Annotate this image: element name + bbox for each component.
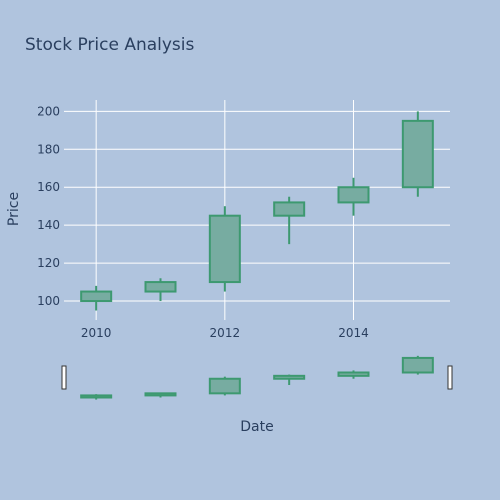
candle-body xyxy=(273,201,306,217)
candle-2010 xyxy=(80,285,113,311)
slider-candle-body xyxy=(144,392,177,397)
range-slider-right-handle[interactable] xyxy=(447,365,453,390)
candle-2011 xyxy=(144,278,177,302)
x-axis-title: Date xyxy=(240,419,273,435)
y-tick-label: 200 xyxy=(37,104,60,118)
y-tick-label: 180 xyxy=(37,142,60,156)
x-tick-label: 2014 xyxy=(338,326,369,340)
slider-candle-2010 xyxy=(80,394,113,400)
slider-candle-body xyxy=(80,394,113,399)
range-slider-left-handle[interactable] xyxy=(61,365,67,390)
candle-body xyxy=(337,186,370,204)
candle-body xyxy=(144,281,177,293)
slider-candle-2012 xyxy=(208,376,241,396)
slider-candle-body xyxy=(273,374,306,380)
slider-candle-body xyxy=(401,356,434,374)
tick-labels: 100 120 140 160 180 200 2010 2012 2014 xyxy=(37,104,369,340)
slider-candle-2013 xyxy=(273,374,306,385)
y-tick-label: 120 xyxy=(37,256,60,270)
y-axis-title: Price xyxy=(6,192,22,226)
y-tick-label: 100 xyxy=(37,294,60,308)
y-tick-label: 140 xyxy=(37,218,60,232)
slider-candle-2014 xyxy=(337,370,370,379)
candle-2014 xyxy=(337,177,370,216)
range-slider[interactable] xyxy=(61,355,453,400)
candle-body xyxy=(208,214,241,284)
candle-body xyxy=(401,119,434,189)
slider-candle-body xyxy=(337,371,370,377)
x-tick-label: 2010 xyxy=(81,326,112,340)
candle-2013 xyxy=(273,196,306,245)
candle-2015 xyxy=(401,111,434,197)
y-tick-label: 160 xyxy=(37,180,60,194)
slider-candle-2015 xyxy=(401,355,434,375)
slider-candle-body xyxy=(208,377,241,395)
slider-candle-2011 xyxy=(144,392,177,398)
chart-title: Stock Price Analysis xyxy=(25,35,195,55)
candle-body xyxy=(80,290,113,303)
gridlines xyxy=(64,100,450,320)
candle-2012 xyxy=(208,206,241,292)
candles xyxy=(80,111,434,311)
x-tick-label: 2012 xyxy=(210,326,241,340)
